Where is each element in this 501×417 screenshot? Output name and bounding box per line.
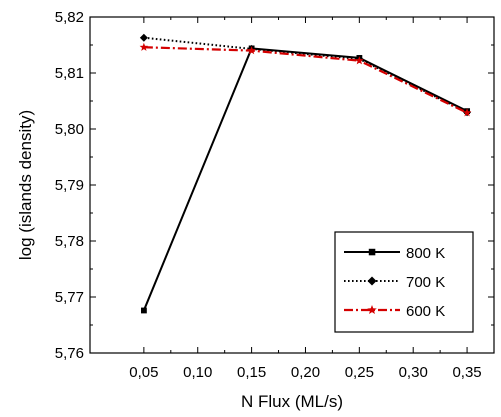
marker-star bbox=[247, 46, 256, 55]
marker-star bbox=[139, 42, 149, 51]
x-tick-label: 0,35 bbox=[452, 364, 481, 381]
marker-star bbox=[367, 305, 377, 315]
x-tick-label: 0,05 bbox=[129, 364, 158, 381]
marker-star bbox=[462, 108, 472, 117]
y-tick-label: 5,78 bbox=[55, 233, 84, 250]
y-tick-label: 5,79 bbox=[55, 177, 84, 194]
y-tick-label: 5,80 bbox=[55, 121, 84, 138]
x-axis-title: N Flux (ML/s) bbox=[241, 392, 343, 411]
x-tick-label: 0,25 bbox=[345, 364, 374, 381]
x-tick-label: 0,30 bbox=[399, 364, 428, 381]
y-axis-title: log (islands density) bbox=[16, 110, 35, 260]
legend: 800 K 700 K 600 K bbox=[334, 231, 474, 333]
marker-diamond bbox=[367, 276, 377, 286]
series-600-k bbox=[139, 42, 472, 117]
legend-label: 800 K bbox=[406, 245, 445, 262]
x-tick-label: 0,10 bbox=[183, 364, 212, 381]
legend-label: 700 K bbox=[406, 274, 445, 291]
y-tick-label: 5,82 bbox=[55, 9, 84, 26]
y-tick-label: 5,76 bbox=[55, 345, 84, 362]
series-layer bbox=[139, 33, 472, 314]
x-tick-label: 0,15 bbox=[237, 364, 266, 381]
y-tick-label: 5,77 bbox=[55, 289, 84, 306]
marker-diamond bbox=[139, 33, 148, 42]
marker-square bbox=[368, 248, 376, 256]
series-700-k bbox=[139, 33, 472, 117]
x-tick-label: 0,20 bbox=[291, 364, 320, 381]
series-line bbox=[142, 47, 468, 311]
series-line bbox=[143, 46, 468, 114]
legend-label: 600 K bbox=[406, 303, 445, 320]
marker-square bbox=[141, 307, 147, 314]
x-axis-ticks: 0,05 0,10 0,15 0,20 0,25 0,30 0,35 bbox=[129, 17, 482, 381]
legend-box bbox=[334, 231, 474, 333]
y-tick-label: 5,81 bbox=[55, 65, 84, 82]
marker-star bbox=[355, 56, 364, 65]
series-line bbox=[143, 36, 468, 114]
y-axis-ticks: 5,76 5,77 5,78 5,79 5,80 5,81 5,82 bbox=[55, 9, 494, 362]
